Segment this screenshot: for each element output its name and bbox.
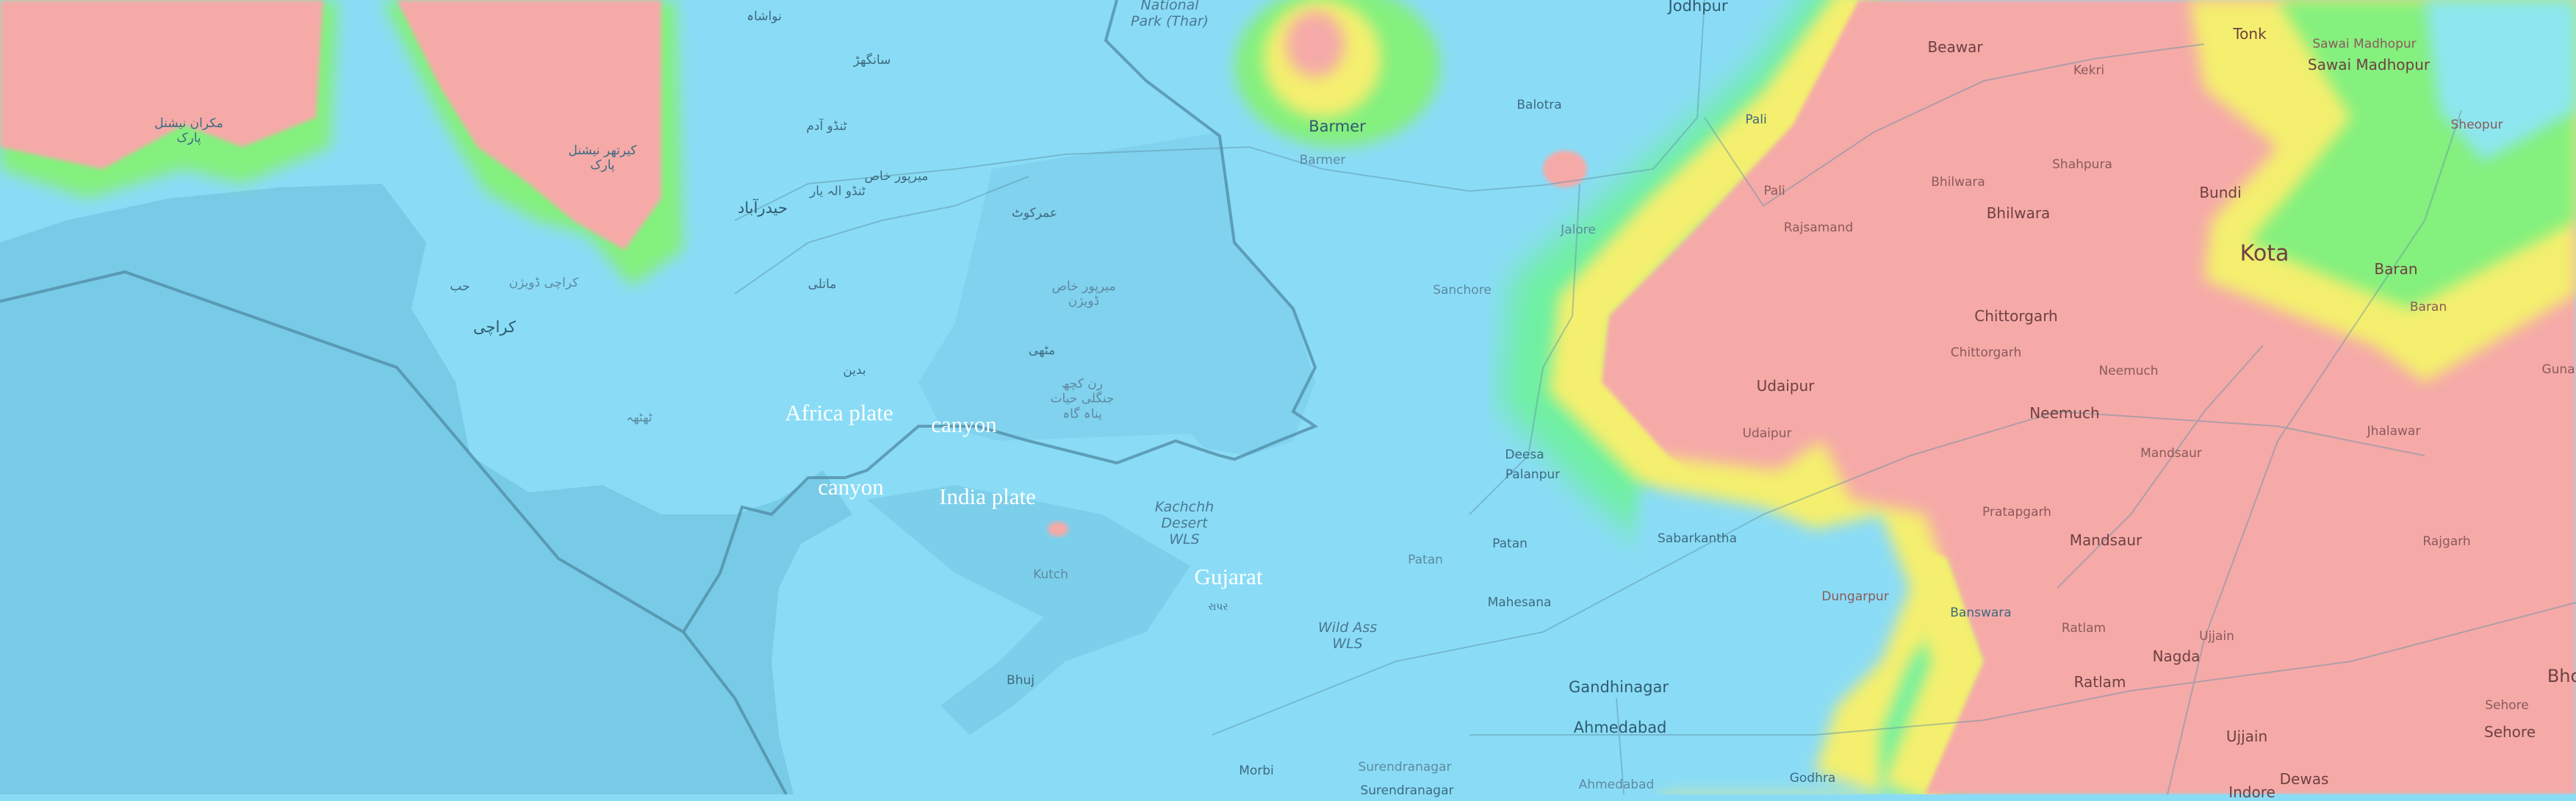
urdu-label: سانگھڑ bbox=[853, 53, 891, 68]
place-label: Pratapgarh bbox=[1982, 505, 2051, 520]
place-label: Surendranagar bbox=[1358, 760, 1452, 775]
park-label: Wild Ass WLS bbox=[1317, 619, 1378, 652]
place-label: Ujjain bbox=[2199, 629, 2234, 644]
place-label: Bhuj bbox=[1007, 673, 1035, 688]
place-label: Mandsaur bbox=[2069, 531, 2143, 549]
annotation-canyon: canyon bbox=[818, 474, 884, 500]
place-label: Ratlam bbox=[2073, 673, 2126, 691]
place-label: Dewas bbox=[2279, 770, 2329, 788]
sea bbox=[0, 184, 852, 794]
park-label: National Park (Thar) bbox=[1131, 0, 1209, 29]
western-mountains bbox=[0, 0, 683, 287]
place-label: Balotra bbox=[1517, 98, 1562, 112]
place-label: Morbi bbox=[1239, 764, 1274, 778]
place-label: Shahpura bbox=[2052, 157, 2112, 172]
place-label: Ahmedabad bbox=[1578, 777, 1655, 792]
place-label: Bhilwara bbox=[1931, 175, 1985, 190]
place-label: Mahesana bbox=[1487, 595, 1552, 610]
rann-of-kutch bbox=[918, 132, 1315, 456]
urdu-label: عمرکوٹ bbox=[1011, 206, 1058, 220]
place-label: Sheopur bbox=[2450, 118, 2503, 132]
place-label: Sabarkantha bbox=[1657, 531, 1738, 546]
urdu-label: ٹھٹھہ bbox=[626, 410, 652, 425]
place-label: Sehore bbox=[2484, 723, 2536, 741]
urdu-label: مکران نیشنل پارک bbox=[154, 116, 223, 146]
urdu-label: بدین bbox=[843, 363, 866, 378]
place-label: Sawai Madhopur bbox=[2307, 56, 2431, 73]
place-label: Sawai Madhopur bbox=[2312, 37, 2417, 51]
urdu-label: رن کچھ جنگلی حیات پناہ گاہ bbox=[1050, 376, 1115, 422]
place-label: Ahmedabad bbox=[1573, 719, 1667, 736]
annotation-canyon: canyon bbox=[931, 412, 997, 437]
place-label: Patan bbox=[1408, 553, 1443, 567]
place-label: Chittorgarh bbox=[1950, 345, 2022, 360]
place-label: Rajsamand bbox=[1783, 220, 1854, 235]
place-label: Palanpur bbox=[1505, 467, 1561, 482]
borders bbox=[0, 0, 1319, 794]
annotation-gujarat: Gujarat bbox=[1194, 564, 1263, 589]
urdu-label: مٹھی bbox=[1028, 343, 1056, 358]
place-label: Surendranagar bbox=[1360, 783, 1454, 798]
eastern-highland bbox=[1500, 0, 2576, 794]
place-label: Ratlam bbox=[2061, 621, 2107, 636]
place-label: Neemuch bbox=[2029, 404, 2100, 422]
place-label: Neemuch bbox=[2098, 364, 2159, 378]
place-label: Pali bbox=[1745, 112, 1767, 127]
urdu-label: ماتلی bbox=[807, 277, 837, 292]
place-label: Gandhinagar bbox=[1569, 678, 1669, 696]
urdu-label: ٹنڈو الہ یار bbox=[810, 184, 866, 199]
place-label: Kota bbox=[2239, 240, 2289, 267]
urdu-label: میرپور خاص ڈویژن bbox=[1051, 279, 1116, 309]
place-label: Bhilwara bbox=[1986, 204, 2051, 222]
roads bbox=[734, 0, 2576, 794]
place-label: Pali bbox=[1763, 184, 1785, 198]
urdu-label: نواشاہ bbox=[746, 9, 782, 24]
place-label: Baran bbox=[2409, 300, 2447, 315]
place-label: Guna bbox=[2541, 362, 2575, 377]
place-label: Indore bbox=[2228, 783, 2275, 801]
place-label: Jalore bbox=[1561, 223, 1596, 237]
place-label: Beawar bbox=[1927, 38, 1983, 56]
place-label: Jodhpur bbox=[1668, 0, 1728, 15]
place-label: Dungarpur bbox=[1821, 589, 1889, 604]
place-label: Barmer bbox=[1309, 118, 1366, 135]
place-label: Sanchore bbox=[1433, 283, 1492, 298]
place-label: Udaipur bbox=[1756, 377, 1815, 395]
urdu-label: میرپور خاص bbox=[864, 169, 929, 184]
place-label: Ujjain bbox=[2226, 728, 2268, 745]
place-label: Barmer bbox=[1299, 153, 1346, 168]
place-label: Chittorgarh bbox=[1974, 307, 2058, 325]
urdu-label: کراچی ڈویژن bbox=[508, 276, 579, 290]
gulf-of-kutch bbox=[867, 485, 1190, 735]
urdu-label: حیدرآباد bbox=[738, 199, 788, 217]
place-label: Mandsaur bbox=[2140, 446, 2202, 461]
place-label: Godhra bbox=[1789, 771, 1836, 786]
urdu-label: حب bbox=[450, 279, 470, 294]
place-label: Bho bbox=[2547, 666, 2576, 686]
urdu-label: ٹنڈو آدم bbox=[806, 119, 847, 134]
place-label: Banswara bbox=[1950, 606, 2012, 620]
place-label: Udaipur bbox=[1742, 426, 1792, 441]
urdu-label: کراچی bbox=[473, 318, 516, 336]
place-label: Jhalawar bbox=[2367, 424, 2421, 439]
place-label: Patan bbox=[1492, 536, 1528, 551]
annotation-india-plate: India plate bbox=[939, 484, 1036, 509]
place-label: Nagda bbox=[2152, 647, 2201, 665]
urdu-label: کیرتھر نیشنل پارک bbox=[568, 143, 637, 173]
annotation-africa-plate: Africa plate bbox=[785, 400, 893, 425]
place-label: Deesa bbox=[1505, 448, 1544, 462]
place-label: Tonk bbox=[2233, 25, 2267, 43]
park-label: Kachchh Desert WLS bbox=[1154, 499, 1215, 547]
place-label: Sehore bbox=[2485, 698, 2529, 713]
place-label: Bundi bbox=[2199, 184, 2242, 201]
place-label: Kutch bbox=[1033, 567, 1068, 582]
place-label: Baran bbox=[2374, 260, 2418, 278]
place-label: Kekri bbox=[2073, 63, 2105, 78]
place-label: Rajgarh bbox=[2422, 534, 2471, 549]
place-label: રાપર bbox=[1208, 601, 1228, 613]
barmer-hills bbox=[1048, 0, 1587, 536]
